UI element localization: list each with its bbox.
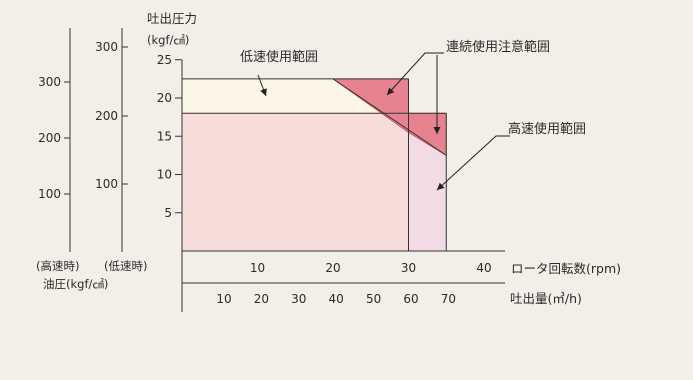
x-axis-flow-label: 吐出量(㎥/h) [510,291,582,306]
oil-axis-high-label: (高速時) [36,259,79,273]
low-speed-arrowhead [260,88,267,96]
oil-high-tick-label: 300 [38,75,61,89]
flow-tick-label: 40 [329,292,344,306]
high-speed-leader [436,135,510,191]
caution-boundary-line [332,78,447,156]
pressure-tick-label: 20 [157,91,172,105]
high-speed-extension-region [408,132,447,251]
region-label-low-speed: 低速使用範囲 [240,49,318,65]
caution-arrowhead-1 [387,87,395,95]
pressure-tick-label: 15 [157,129,172,143]
tick-labels: 5 10 15 20 25 100 200 300 100 200 300 10 20 30 40 10 20 3… [38,40,492,306]
flow-tick-label: 20 [254,292,269,306]
rpm-tick-label: 40 [476,261,491,275]
caution-leader-1 [386,52,444,96]
flow-tick-label: 50 [366,292,381,306]
flow-tick-label: 60 [403,292,418,306]
oil-low-tick-label: 300 [95,40,118,54]
oil-axis-caption: 油圧(kgf/㎠) [43,277,108,291]
x-axis-rpm-label: ロータ回転数(rpm) [511,261,621,276]
oil-low-tick-label: 100 [95,177,118,191]
rpm-tick-label: 10 [250,261,265,275]
pressure-tick-label: 25 [157,53,172,67]
rpm-tick-label: 30 [401,261,416,275]
region-label-caution: 連続使用注意範囲 [446,39,550,55]
oil-high-tick-label: 200 [38,131,61,145]
high-speed-region [182,113,447,251]
caution-arrowhead-2 [433,127,441,134]
pressure-tick-label: 10 [157,168,172,182]
high-speed-arrowhead [437,182,445,190]
usage-regions [182,78,447,251]
axes [64,28,505,312]
region-annotations [257,52,510,191]
flow-tick-label: 70 [441,292,456,306]
pressure-tick-label: 5 [164,206,172,220]
flow-tick-label: 10 [216,292,231,306]
oil-high-tick-label: 100 [38,187,61,201]
oil-axis-low-label: (低速時) [104,259,147,273]
oil-low-tick-label: 200 [95,109,118,123]
rpm-tick-label: 20 [325,261,340,275]
y-axis-title-line1: 吐出圧力 [147,11,197,26]
flow-tick-label: 30 [291,292,306,306]
region-label-high-speed: 高速使用範囲 [508,121,586,137]
y-axis-title-line2: (kgf/㎠) [147,33,189,47]
